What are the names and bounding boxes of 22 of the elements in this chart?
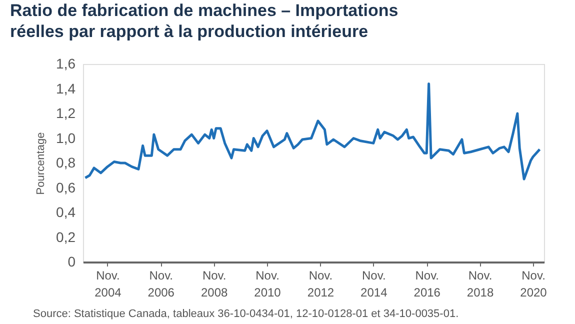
x-tick-label: Nov. 2010 <box>254 268 282 300</box>
y-tick-label: 1,2 <box>56 105 76 121</box>
source-note: Source: Statistique Canada, tableaux 36-10-0434-01, 12-10-0128-01 et 34-10-0035-01. <box>33 308 459 320</box>
x-tick-label: Nov. 2006 <box>148 268 175 300</box>
y-tick-label: 0,4 <box>56 204 76 220</box>
y-tick-label: 0,8 <box>56 154 76 170</box>
x-tick-label: Nov. 2004 <box>94 268 122 300</box>
x-tick-label: Nov. 2014 <box>360 268 388 300</box>
chart-title: Ratio de fabrication de machines – Importations réelles par rapport à la production intérieure <box>10 1 398 41</box>
y-tick-label: 0,6 <box>56 179 76 196</box>
y-tick-label: 0 <box>68 254 76 270</box>
y-tick-label: 1,6 <box>56 56 76 72</box>
y-tick-label: 1,0 <box>56 130 76 146</box>
x-tick-label: Nov. 2012 <box>307 268 334 300</box>
x-tick-label: Nov. 2008 <box>201 268 228 300</box>
x-tick-label: Nov. 2020 <box>520 268 548 300</box>
y-tick-label: 1,4 <box>56 80 76 96</box>
y-axis-title: Pourcentage <box>35 132 48 195</box>
y-tick-label: 0,2 <box>56 228 76 245</box>
x-tick-label: Nov. 2016 <box>414 268 441 300</box>
line-series <box>84 82 541 180</box>
x-tick-label: Nov. 2018 <box>466 268 494 300</box>
